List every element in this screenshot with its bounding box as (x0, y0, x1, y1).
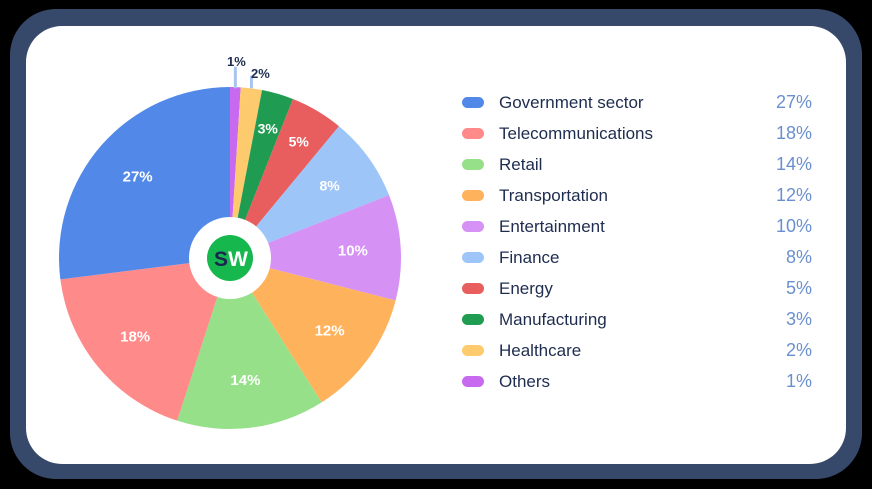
legend-item-others: Others 1% (462, 366, 812, 397)
legend-swatch (462, 252, 484, 263)
legend-item-finance: Finance 8% (462, 242, 812, 273)
legend-item-transportation: Transportation 12% (462, 180, 812, 211)
pie-slices (59, 87, 401, 429)
pie-slice-government-sector (59, 87, 231, 280)
pie-slice-retail (177, 258, 322, 429)
legend-swatch (462, 376, 484, 387)
legend-label: Telecommunications (499, 123, 654, 143)
legend-item-healthcare: Healthcare 2% (462, 335, 812, 366)
pie-label: 2% (251, 66, 270, 81)
pie-slice-transportation (230, 258, 396, 403)
legend-item-energy: Energy 5% (462, 273, 812, 304)
legend-swatch (462, 345, 484, 356)
legend-item-retail: Retail 14% (462, 149, 812, 180)
pie-slice-others (230, 87, 241, 258)
legend-item-government-sector: Government sector 27% (462, 87, 812, 118)
logo-icon (207, 235, 253, 281)
pie-slice-manufacturing (230, 90, 293, 259)
legend-value: 10% (775, 216, 812, 236)
legend-swatch (462, 190, 484, 201)
pie-slice-telecommunications (60, 258, 230, 421)
pie-label: 27% (123, 169, 153, 186)
legend-value: 14% (775, 154, 812, 174)
legend-label: Manufacturing (499, 309, 607, 329)
legend-swatch (462, 159, 484, 170)
pie-label: 5% (289, 134, 310, 150)
legend-value: 12% (775, 185, 812, 205)
legend-value: 5% (785, 278, 812, 298)
pie-slice-finance (230, 126, 389, 258)
legend-label: Retail (499, 154, 543, 174)
legend-value: 1% (785, 371, 812, 391)
legend-value: 2% (785, 340, 812, 360)
pie-label: 1% (227, 54, 246, 69)
legend-swatch (462, 128, 484, 139)
pie-slice-energy (230, 99, 339, 258)
logo-s: S (214, 248, 228, 271)
pie-slice-entertainment (230, 195, 401, 301)
legend-swatch (462, 97, 484, 108)
pie-label: 18% (120, 328, 150, 345)
legend-label: Finance (499, 247, 560, 267)
legend-label: Others (499, 371, 551, 391)
legend-label: Energy (499, 278, 553, 298)
pie-label: 8% (319, 178, 340, 194)
pie-slice-healthcare (230, 87, 263, 258)
legend-label: Government sector (499, 92, 644, 112)
legend-value: 8% (785, 247, 812, 267)
legend-label: Transportation (499, 185, 608, 205)
pie-label: 14% (230, 372, 260, 389)
legend-item-telecommunications: Telecommunications 18% (462, 118, 812, 149)
legend-swatch (462, 283, 484, 294)
legend-swatch (462, 314, 484, 325)
legend-item-entertainment: Entertainment 10% (462, 211, 812, 242)
logo-w: W (228, 248, 248, 271)
legend-label: Entertainment (499, 216, 605, 236)
legend-swatch (462, 221, 484, 232)
pie-label: 3% (258, 120, 279, 136)
legend: Government sector 27% Telecommunications 18… (462, 87, 812, 397)
legend-value: 3% (785, 309, 812, 329)
pie-label: 12% (315, 322, 345, 339)
pie-labels: 1% 2% 3% 5% 8% 10% 12% 14% 18% 27% (120, 54, 368, 389)
legend-value: 27% (775, 92, 812, 112)
legend-item-manufacturing: Manufacturing 3% (462, 304, 812, 335)
pie-label: 10% (338, 242, 368, 259)
legend-value: 18% (775, 123, 812, 143)
legend-label: Healthcare (499, 340, 582, 360)
